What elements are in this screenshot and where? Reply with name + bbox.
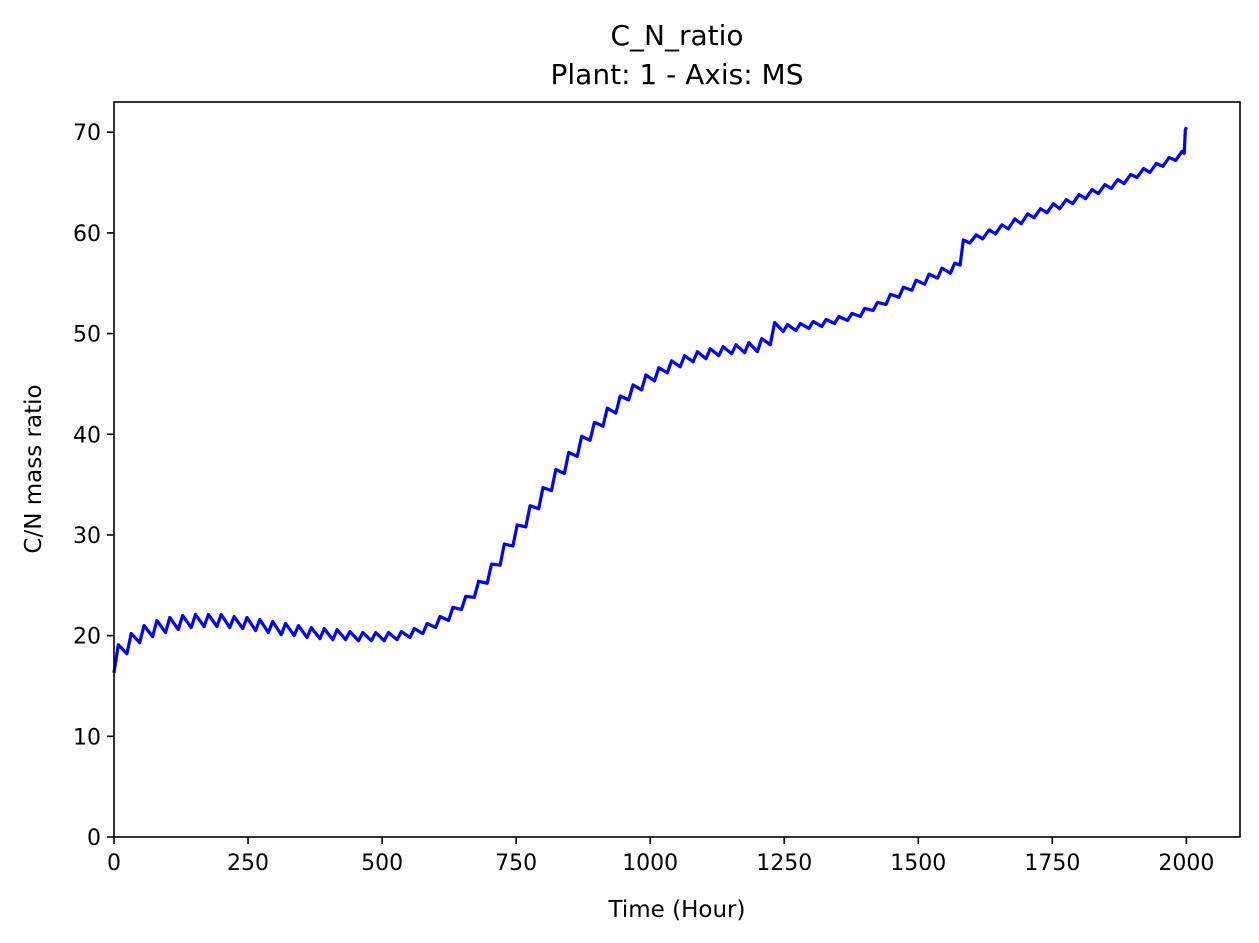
x-axis: 0 250 500 750 1000 1250 1500 1750 2000 [107,837,1214,876]
y-tick-label: 70 [73,121,101,146]
y-tick-label: 20 [73,625,101,650]
y-tick-label: 40 [73,423,101,448]
x-tick-label: 1500 [890,851,946,876]
y-axis-label: C/N mass ratio [21,384,47,553]
x-tick-label: 750 [495,851,537,876]
series-line [112,126,1188,674]
chart-title: C_N_ratio [610,19,743,52]
x-tick-label: 1250 [756,851,812,876]
chart-subtitle: Plant: 1 - Axis: MS [551,58,804,91]
x-axis-label: Time (Hour) [608,897,746,923]
y-tick-label: 60 [73,222,101,247]
y-tick-label: 0 [87,826,101,851]
y-tick-label: 50 [73,323,101,348]
y-axis: 0 10 20 30 40 50 60 70 [73,121,114,851]
x-tick-label: 0 [107,851,121,876]
x-tick-label: 2000 [1158,851,1214,876]
x-tick-label: 250 [227,851,269,876]
x-tick-label: 500 [361,851,403,876]
y-tick-label: 10 [73,725,101,750]
y-tick-label: 30 [73,524,101,549]
plot-area [112,101,1241,838]
x-tick-label: 1750 [1024,851,1080,876]
x-tick-label: 1000 [622,851,678,876]
plot-frame [113,101,1241,838]
